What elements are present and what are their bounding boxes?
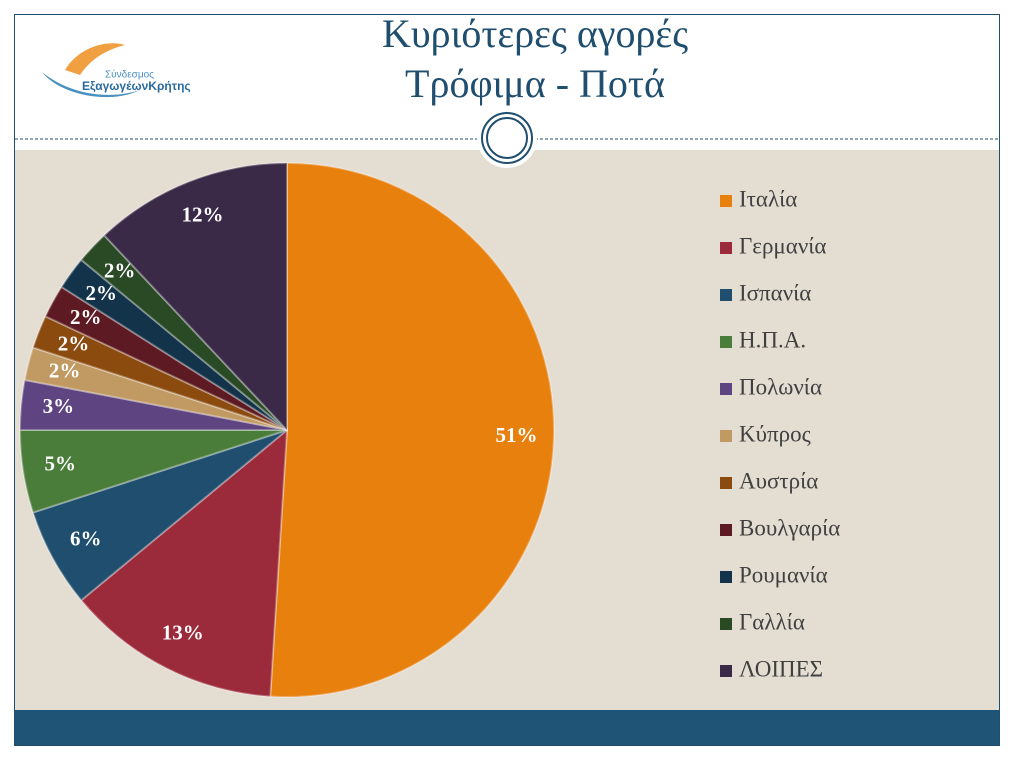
data-label: 12%: [181, 202, 223, 226]
legend-swatch: [720, 571, 732, 583]
legend-label: Η.Π.Α.: [739, 327, 806, 352]
chart-title: Κυριότερες αγορές: [382, 11, 688, 56]
logo: Σύνδεσμος ΕξαγωγέωνΚρήτης: [42, 43, 191, 98]
pie-slice: [79, 233, 288, 431]
logo-text: ΕξαγωγέωνΚρήτης: [82, 79, 191, 93]
legend-swatch: [720, 195, 732, 207]
legend-swatch: [720, 336, 732, 348]
pie-slice: [23, 346, 288, 431]
chart-subtitle: Τρόφιμα - Ποτά: [405, 61, 665, 106]
legend-label: Γαλλία: [739, 609, 805, 634]
legend-label: Γερμανία: [739, 233, 826, 258]
pie-slice: [31, 429, 288, 602]
data-label: 6%: [70, 526, 102, 550]
legend-swatch: [720, 242, 732, 254]
legend-swatch: [720, 524, 732, 536]
legend-label: Αυστρία: [739, 468, 818, 493]
data-label: 3%: [43, 394, 75, 418]
legend-swatch: [720, 430, 732, 442]
legend-label: Ιταλία: [739, 186, 797, 211]
data-label: 51%: [496, 423, 538, 447]
pie-slice: [44, 285, 288, 431]
data-label: 2%: [49, 359, 81, 383]
logo-swoosh: [42, 72, 140, 98]
pie-slice: [60, 258, 288, 431]
legend-swatch: [720, 383, 732, 395]
legend-label: Βουλγαρία: [739, 515, 840, 540]
logo-text: Σύνδεσμος: [105, 69, 154, 81]
pie-slice: [31, 314, 288, 431]
legend-label: Κύπρος: [739, 421, 811, 446]
pie-slice: [18, 429, 288, 514]
pie-slice: [269, 161, 555, 698]
data-label: 2%: [58, 331, 90, 355]
footer-band: [15, 710, 999, 745]
legend-swatch: [720, 477, 732, 489]
logo-swoosh: [65, 43, 125, 75]
ornament-inner: [486, 117, 528, 159]
pie-slice: [102, 161, 288, 433]
data-label: 2%: [70, 305, 102, 329]
pie-slice: [79, 427, 289, 698]
legend-swatch: [720, 665, 732, 677]
legend-label: Ισπανία: [739, 280, 811, 305]
data-label: 13%: [162, 620, 204, 644]
legend-swatch: [720, 289, 732, 301]
legend-label: ΛΟΙΠΕΣ: [739, 656, 823, 681]
data-label: 5%: [44, 452, 76, 476]
pie-slice: [18, 378, 288, 431]
legend-label: Ρουμανία: [739, 562, 828, 587]
legend-swatch: [720, 618, 732, 630]
legend-label: Πολωνία: [739, 374, 822, 399]
